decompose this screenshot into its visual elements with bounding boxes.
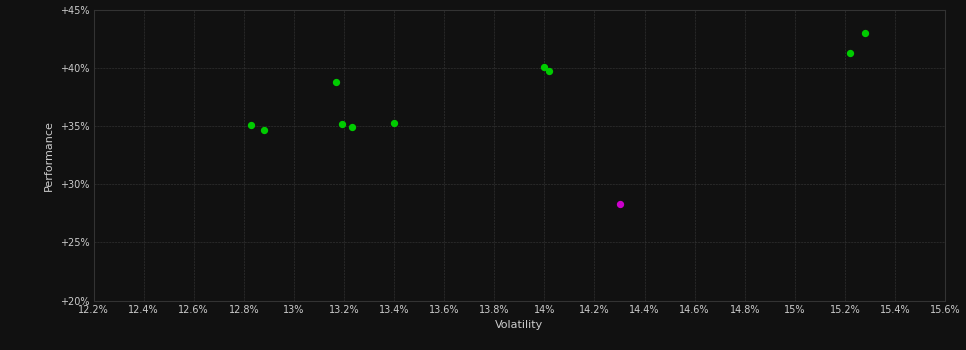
Point bbox=[243, 122, 259, 128]
Point bbox=[334, 121, 350, 126]
Point bbox=[386, 120, 402, 125]
Point bbox=[537, 64, 553, 69]
Point bbox=[542, 69, 557, 74]
Point bbox=[842, 50, 858, 55]
Y-axis label: Performance: Performance bbox=[44, 120, 54, 191]
Point bbox=[328, 79, 344, 85]
Point bbox=[857, 30, 872, 36]
Point bbox=[611, 201, 627, 207]
X-axis label: Volatility: Volatility bbox=[496, 321, 544, 330]
Point bbox=[256, 127, 271, 132]
Point bbox=[344, 124, 359, 130]
